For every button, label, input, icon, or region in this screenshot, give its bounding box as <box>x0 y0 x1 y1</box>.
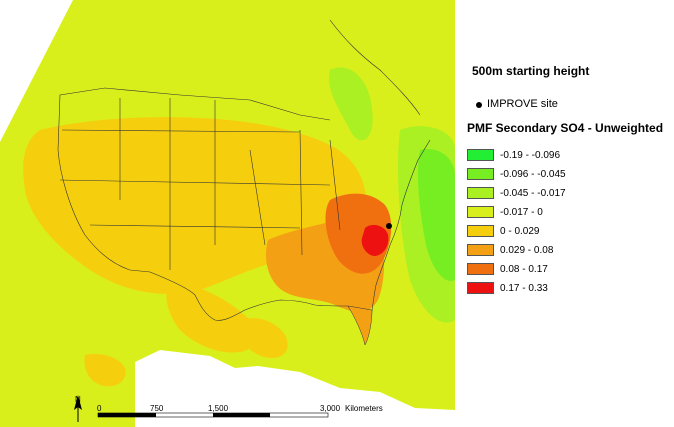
zone-slightly-positive-texas <box>166 280 257 353</box>
zone-slightly-positive-pacific <box>84 354 126 387</box>
zone-slightly-positive-mexico <box>240 318 288 358</box>
map-panel[interactable]: N 0 750 1,500 3,000 Kilometers <box>0 0 455 427</box>
zone-more-negative-atlantic <box>417 149 455 281</box>
legend-swatch <box>467 206 494 218</box>
scale-tick-3000: 3,000 <box>320 404 341 413</box>
improve-site-icon[interactable] <box>386 223 392 229</box>
legend-swatch <box>467 225 494 237</box>
zone-highest-core <box>361 224 389 256</box>
legend-label: -0.045 - -0.017 <box>500 187 566 199</box>
scale-bar <box>97 412 329 418</box>
no-data-area-south <box>135 350 455 427</box>
legend-swatch <box>467 168 494 180</box>
legend-swatch <box>467 149 494 161</box>
scale-tick-0: 0 <box>97 404 102 413</box>
north-label: N <box>75 395 81 404</box>
legend-item: -0.017 - 0 <box>467 204 543 220</box>
legend-panel: 500m starting height IMPROVE site PMF Se… <box>455 0 674 427</box>
scale-tick-1500: 1,500 <box>208 404 229 413</box>
boundary-lines <box>57 19 431 341</box>
legend-item: 0.08 - 0.17 <box>467 261 548 277</box>
north-arrow-icon <box>74 395 82 422</box>
scale-tick-750: 750 <box>150 404 164 413</box>
zone-negative-northeast <box>329 67 373 141</box>
legend-label: 0 - 0.029 <box>500 225 540 237</box>
legend-item: -0.19 - -0.096 <box>467 147 560 163</box>
legend-swatch <box>467 187 494 199</box>
legend-heading: PMF Secondary SO4 - Unweighted <box>467 121 664 135</box>
legend-swatch <box>467 244 494 256</box>
contribution-map: N 0 750 1,500 3,000 Kilometers <box>0 0 455 427</box>
map-title: 500m starting height <box>472 64 590 78</box>
legend-item: -0.096 - -0.045 <box>467 166 566 182</box>
legend-swatch <box>467 263 494 275</box>
legend-label: -0.096 - -0.045 <box>500 168 566 180</box>
legend-label: 0.029 - 0.08 <box>500 244 554 256</box>
legend-item: 0.17 - 0.33 <box>467 280 548 296</box>
legend-item: 0.029 - 0.08 <box>467 242 553 258</box>
legend-item: -0.045 - -0.017 <box>467 185 566 201</box>
legend-label: -0.017 - 0 <box>500 206 543 218</box>
legend-label: 0.08 - 0.17 <box>500 263 548 275</box>
improve-site-legend-icon <box>476 102 482 108</box>
scale-unit: Kilometers <box>345 404 383 413</box>
florida-peninsula <box>347 305 373 346</box>
legend-swatch <box>467 282 494 294</box>
legend-item: 0 - 0.029 <box>467 223 539 239</box>
improve-site-legend-label: IMPROVE site <box>487 98 558 110</box>
legend-label: -0.19 - -0.096 <box>500 149 561 161</box>
no-data-area-northwest <box>0 0 73 142</box>
legend-label: 0.17 - 0.33 <box>500 282 548 294</box>
